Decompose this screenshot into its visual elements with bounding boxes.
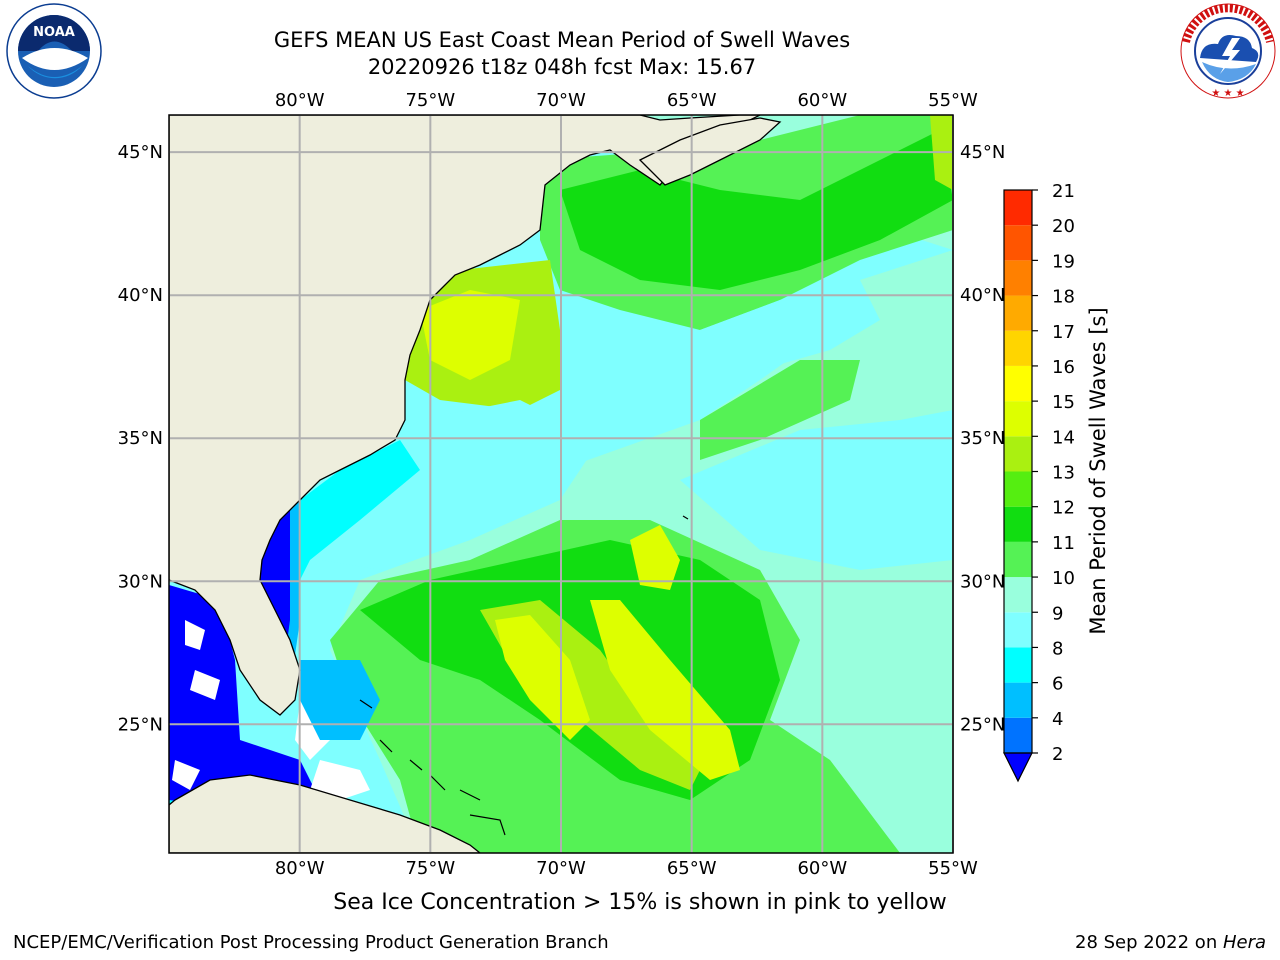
svg-text:★ ★ ★: ★ ★ ★ <box>1211 88 1244 99</box>
lonTop-tick: 75°W <box>405 90 455 111</box>
colorbar-segment <box>1004 682 1032 718</box>
colorbar-tick-label: 13 <box>1052 463 1075 484</box>
colorbar-tick-label: 8 <box>1052 638 1063 659</box>
colorbar-segment <box>1004 612 1032 648</box>
colorbar-tick-label: 17 <box>1052 322 1075 343</box>
latRight-tick: 30°N <box>960 571 1005 592</box>
colorbar-tick-label: 12 <box>1052 498 1075 519</box>
swell-gulf-white-patches <box>172 620 370 800</box>
latLeft-tick: 35°N <box>118 428 163 449</box>
sea-ice-note: Sea Ice Concentration > 15% is shown in … <box>333 890 947 915</box>
lonBottom-tick: 70°W <box>536 858 586 879</box>
colorbar-segment <box>1004 330 1032 366</box>
colorbar-segment <box>1004 365 1032 402</box>
latRight-tick: 40°N <box>960 285 1005 306</box>
swell-8-9-inner <box>300 400 600 570</box>
lonTop-tick: 70°W <box>536 90 586 111</box>
lonTop-tick: 55°W <box>928 90 978 111</box>
swell-10-11-east <box>700 360 860 460</box>
colorbar-tick-label: 4 <box>1052 709 1063 730</box>
footer-host: Hera <box>1222 932 1266 953</box>
footer-date-text: 28 Sep 2022 on <box>1075 932 1223 953</box>
lat-labels-left: 45°N 40°N 35°N 30°N 25°N <box>118 142 163 735</box>
colorbar-segment <box>1004 225 1032 261</box>
lonBottom-tick: 65°W <box>667 858 717 879</box>
latLeft-tick: 30°N <box>118 571 163 592</box>
colorbar-segment <box>1004 647 1032 683</box>
colorbar-tick-label: 14 <box>1052 427 1075 448</box>
lonBottom-tick: 80°W <box>275 858 325 879</box>
swell-8-9-east <box>680 410 953 570</box>
swell-14-central <box>630 525 680 590</box>
colorbar: 2 4 6 8 9 10 11 12 13 14 15 16 17 18 19 20 21 <box>1003 181 1075 783</box>
colorbar-segment <box>1004 295 1032 331</box>
footer-date: 28 Sep 2022 on Hera <box>1075 932 1266 953</box>
bahamas-islands <box>359 699 506 836</box>
bermuda <box>682 515 689 520</box>
lonBottom-tick: 75°W <box>405 858 455 879</box>
swell-6-8-coastal <box>280 440 420 600</box>
nws-logo-icon: ★ ★ ★ <box>1180 3 1276 99</box>
colorbar-tick-label: 20 <box>1052 216 1075 237</box>
latLeft-tick: 45°N <box>118 142 163 163</box>
colorbar-tick-label: 16 <box>1052 357 1075 378</box>
colorbar-tick-label: 19 <box>1052 251 1075 272</box>
colorbar-tick-label: 2 <box>1052 744 1063 765</box>
noaa-logo-icon: NOAA <box>6 3 102 99</box>
colorbar-segment <box>1004 717 1032 753</box>
swell-bahamas <box>300 660 380 740</box>
lon-labels-top: 80°W 75°W 70°W 65°W 60°W 55°W <box>275 90 978 111</box>
colorbar-tick-label: 10 <box>1052 568 1075 589</box>
chart-subtitle: 20220926 t18z 048h fcst Max: 15.67 <box>367 55 757 79</box>
colorbar-segment <box>1004 190 1032 226</box>
latRight-tick: 45°N <box>960 142 1005 163</box>
lonTop-tick: 60°W <box>797 90 847 111</box>
swell-14-band-east <box>590 600 740 780</box>
colorbar-segment <box>1004 436 1032 472</box>
colorbar-segment <box>1004 260 1032 296</box>
chart-title: GEFS MEAN US East Coast Mean Period of S… <box>273 28 851 52</box>
latRight-tick: 25°N <box>960 714 1005 735</box>
lonTop-tick: 65°W <box>667 90 717 111</box>
map-frame <box>168 114 954 854</box>
noaa-logo-text: NOAA <box>33 25 75 40</box>
lonBottom-tick: 60°W <box>797 858 847 879</box>
swell-11-north <box>560 130 953 290</box>
latLeft-tick: 25°N <box>118 714 163 735</box>
colorbar-segment <box>1004 471 1032 507</box>
lon-labels-bottom: 80°W 75°W 70°W 65°W 60°W 55°W <box>275 858 978 879</box>
colorbar-segment <box>1004 541 1032 578</box>
colorbar-label: Mean Period of Swell Waves [s] <box>1086 307 1110 634</box>
swell-8-9-ridge <box>700 280 880 390</box>
swell-14-band-west <box>495 615 590 740</box>
colorbar-tick-label: 18 <box>1052 287 1075 308</box>
colorbar-tick-label: 21 <box>1052 181 1075 202</box>
colorbar-segment <box>1004 577 1032 613</box>
colorbar-segment <box>1004 506 1032 542</box>
colorbar-tick-label: 9 <box>1052 603 1063 624</box>
lonTop-tick: 80°W <box>275 90 325 111</box>
colorbar-tick-label: 6 <box>1052 674 1063 695</box>
colorbar-extend-low <box>1003 752 1033 783</box>
colorbar-tick-label: 11 <box>1052 533 1075 554</box>
lat-labels-right: 45°N 40°N 35°N 30°N 25°N <box>960 142 1005 735</box>
latLeft-tick: 40°N <box>118 285 163 306</box>
lonBottom-tick: 55°W <box>928 858 978 879</box>
latRight-tick: 35°N <box>960 428 1005 449</box>
colorbar-tick-label: 15 <box>1052 392 1075 413</box>
cuba-land <box>169 774 482 853</box>
footer-credit: NCEP/EMC/Verification Post Processing Pr… <box>13 932 609 953</box>
swell-14-coastal <box>420 290 520 380</box>
colorbar-segment <box>1004 401 1032 437</box>
